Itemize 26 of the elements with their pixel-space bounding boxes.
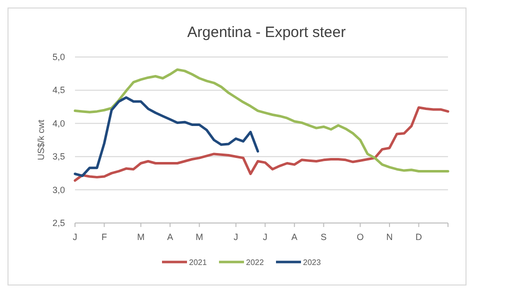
line-series (74, 96, 260, 178)
y-tick-label: 5,0 (52, 52, 65, 62)
y-tick-label: 3,0 (52, 184, 65, 195)
x-tick-label: J (262, 232, 268, 242)
y-tick-label: 3,5 (52, 152, 65, 162)
y-axis-title: US$/k cwt (36, 119, 46, 160)
x-tick-label: O (356, 232, 364, 242)
y-tick-label: 2,5 (52, 218, 65, 228)
line-series (74, 106, 450, 182)
x-tick-label: S (320, 232, 327, 242)
x-tick-label: M (137, 232, 145, 242)
x-tick-label: F (102, 232, 108, 242)
legend-label: 2023 (303, 258, 322, 267)
legend-label: 2022 (246, 258, 264, 267)
y-tick-label: 4,0 (52, 118, 65, 128)
x-tick-label: N (386, 232, 393, 242)
x-tick-label: D (415, 232, 422, 242)
x-tick-label: M (196, 232, 204, 242)
line-series (74, 68, 450, 172)
x-tick-label: J (72, 232, 78, 242)
x-tick-label: A (291, 232, 298, 242)
chart-title: Argentina - Export steer (187, 24, 346, 41)
y-tick-label: 4,5 (52, 85, 65, 96)
x-tick-label: A (167, 232, 174, 242)
legend-label: 2021 (189, 258, 208, 267)
x-tick-label: J (234, 232, 238, 242)
